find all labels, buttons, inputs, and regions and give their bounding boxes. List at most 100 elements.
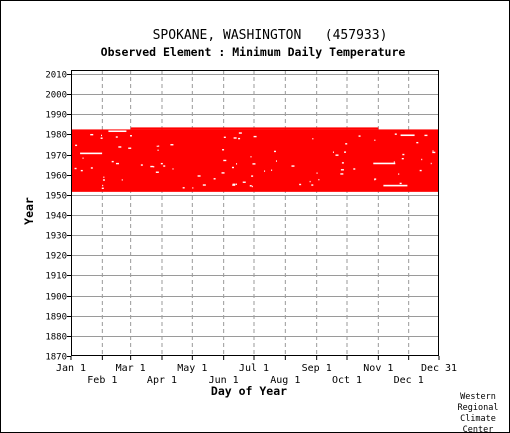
missing-day-mark bbox=[421, 158, 423, 161]
missing-day-mark bbox=[153, 166, 155, 168]
y-tick-label: 1980 bbox=[45, 131, 67, 141]
missing-day-mark bbox=[311, 184, 314, 186]
missing-day-mark bbox=[163, 165, 166, 167]
missing-day-mark bbox=[231, 166, 234, 169]
data-coverage-band bbox=[72, 127, 438, 192]
y-tick-label: 2010 bbox=[45, 71, 67, 81]
missing-day-mark bbox=[222, 149, 225, 151]
y-axis-ticks: 1870 1880 1890 1900 1910 1920 1930 1940 1950 1960… bbox=[45, 71, 71, 363]
missing-day-mark bbox=[374, 139, 376, 141]
y-tick-label: 1870 bbox=[45, 353, 67, 363]
missing-day-mark bbox=[416, 141, 419, 144]
missing-day-mark bbox=[156, 145, 158, 148]
missing-run-mark bbox=[383, 184, 408, 187]
missing-day-mark bbox=[232, 183, 236, 186]
missing-day-mark bbox=[242, 181, 246, 183]
missing-day-mark bbox=[299, 183, 302, 186]
missing-day-mark bbox=[121, 179, 123, 181]
missing-day-mark bbox=[150, 165, 154, 168]
x-tick-label-bottom: Aug 1 bbox=[270, 375, 300, 386]
missing-day-mark bbox=[102, 184, 104, 187]
missing-day-mark bbox=[170, 144, 174, 146]
missing-day-mark bbox=[90, 167, 93, 169]
y-tick-label: 1880 bbox=[45, 333, 67, 343]
missing-day-mark bbox=[249, 185, 252, 187]
missing-day-mark bbox=[140, 164, 143, 166]
x-tick-label-top: Nov 1 bbox=[363, 363, 393, 374]
missing-day-mark bbox=[394, 133, 397, 135]
x-tick-label-top: May 1 bbox=[177, 363, 207, 374]
axes bbox=[71, 70, 439, 356]
y-tick-label: 2000 bbox=[45, 91, 67, 101]
credit-block: Western Regional Climate Center bbox=[458, 392, 499, 433]
y-tick-label: 1910 bbox=[45, 272, 67, 282]
missing-day-mark bbox=[340, 173, 344, 175]
missing-day-mark bbox=[182, 187, 185, 189]
x-tick-label-top: Dec 31 bbox=[421, 363, 457, 374]
missing-day-mark bbox=[115, 136, 118, 138]
missing-day-mark bbox=[197, 175, 201, 177]
missing-day-mark bbox=[238, 132, 242, 134]
missing-day-mark bbox=[75, 144, 78, 147]
data-coverage-area bbox=[130, 127, 379, 130]
missing-day-mark bbox=[419, 169, 422, 172]
missing-day-mark bbox=[332, 151, 334, 153]
missing-day-mark bbox=[157, 149, 159, 151]
missing-day-mark bbox=[291, 165, 295, 167]
y-tick-label: 1920 bbox=[45, 252, 67, 262]
missing-day-mark bbox=[118, 146, 122, 148]
x-axis-title: Day of Year bbox=[211, 384, 287, 398]
missing-day-mark bbox=[398, 173, 400, 175]
missing-run-mark bbox=[80, 152, 103, 155]
plot-border bbox=[71, 70, 439, 356]
y-tick-label: 1970 bbox=[45, 152, 67, 162]
missing-day-mark bbox=[90, 133, 94, 136]
y-tick-label: 1940 bbox=[45, 212, 67, 222]
x-tick-label-top: Mar 1 bbox=[116, 363, 146, 374]
credit-line-4: Center bbox=[463, 425, 494, 433]
missing-day-mark bbox=[233, 137, 237, 139]
missing-day-mark bbox=[318, 178, 320, 181]
missing-day-mark bbox=[341, 162, 344, 164]
x-tick-label-bottom: Apr 1 bbox=[147, 375, 177, 386]
missing-day-mark bbox=[401, 157, 404, 160]
missing-day-mark bbox=[264, 170, 266, 172]
missing-day-mark bbox=[316, 172, 318, 174]
missing-day-mark bbox=[223, 136, 226, 139]
y-tick-label: 1930 bbox=[45, 232, 67, 242]
missing-day-mark bbox=[253, 135, 257, 138]
missing-day-mark bbox=[402, 153, 405, 156]
y-tick-label: 1960 bbox=[45, 172, 67, 182]
missing-day-mark bbox=[100, 137, 103, 139]
data-coverage-area bbox=[72, 129, 438, 192]
missing-day-mark bbox=[424, 134, 428, 137]
credit-line-2: Regional bbox=[458, 403, 499, 413]
missing-day-mark bbox=[432, 151, 436, 154]
missing-day-mark bbox=[82, 157, 84, 159]
missing-day-mark bbox=[232, 184, 236, 186]
x-tick-label-bottom: Jun 1 bbox=[209, 375, 239, 386]
missing-day-mark bbox=[275, 160, 277, 162]
missing-day-mark bbox=[111, 160, 114, 163]
missing-day-mark bbox=[374, 178, 377, 180]
missing-day-mark bbox=[74, 167, 77, 170]
missing-day-mark bbox=[393, 161, 395, 163]
y-tick-label: 1890 bbox=[45, 313, 67, 323]
missing-day-mark bbox=[213, 178, 216, 180]
x-tick-label-top: Jul 1 bbox=[239, 363, 269, 374]
missing-day-mark bbox=[271, 169, 273, 171]
missing-day-mark bbox=[273, 150, 276, 153]
x-tick-label-bottom: Oct 1 bbox=[332, 375, 362, 386]
missing-day-mark bbox=[399, 182, 402, 185]
missing-day-mark bbox=[251, 175, 254, 177]
missing-day-mark bbox=[432, 150, 434, 152]
missing-day-mark bbox=[344, 151, 347, 153]
missing-day-mark bbox=[101, 187, 104, 190]
missing-day-mark bbox=[236, 163, 238, 165]
missing-day-mark bbox=[158, 145, 160, 147]
missing-day-mark bbox=[430, 162, 432, 165]
chart-subtitle: Observed Element : Minimum Daily Tempera… bbox=[101, 45, 406, 59]
missing-day-mark bbox=[252, 163, 256, 165]
